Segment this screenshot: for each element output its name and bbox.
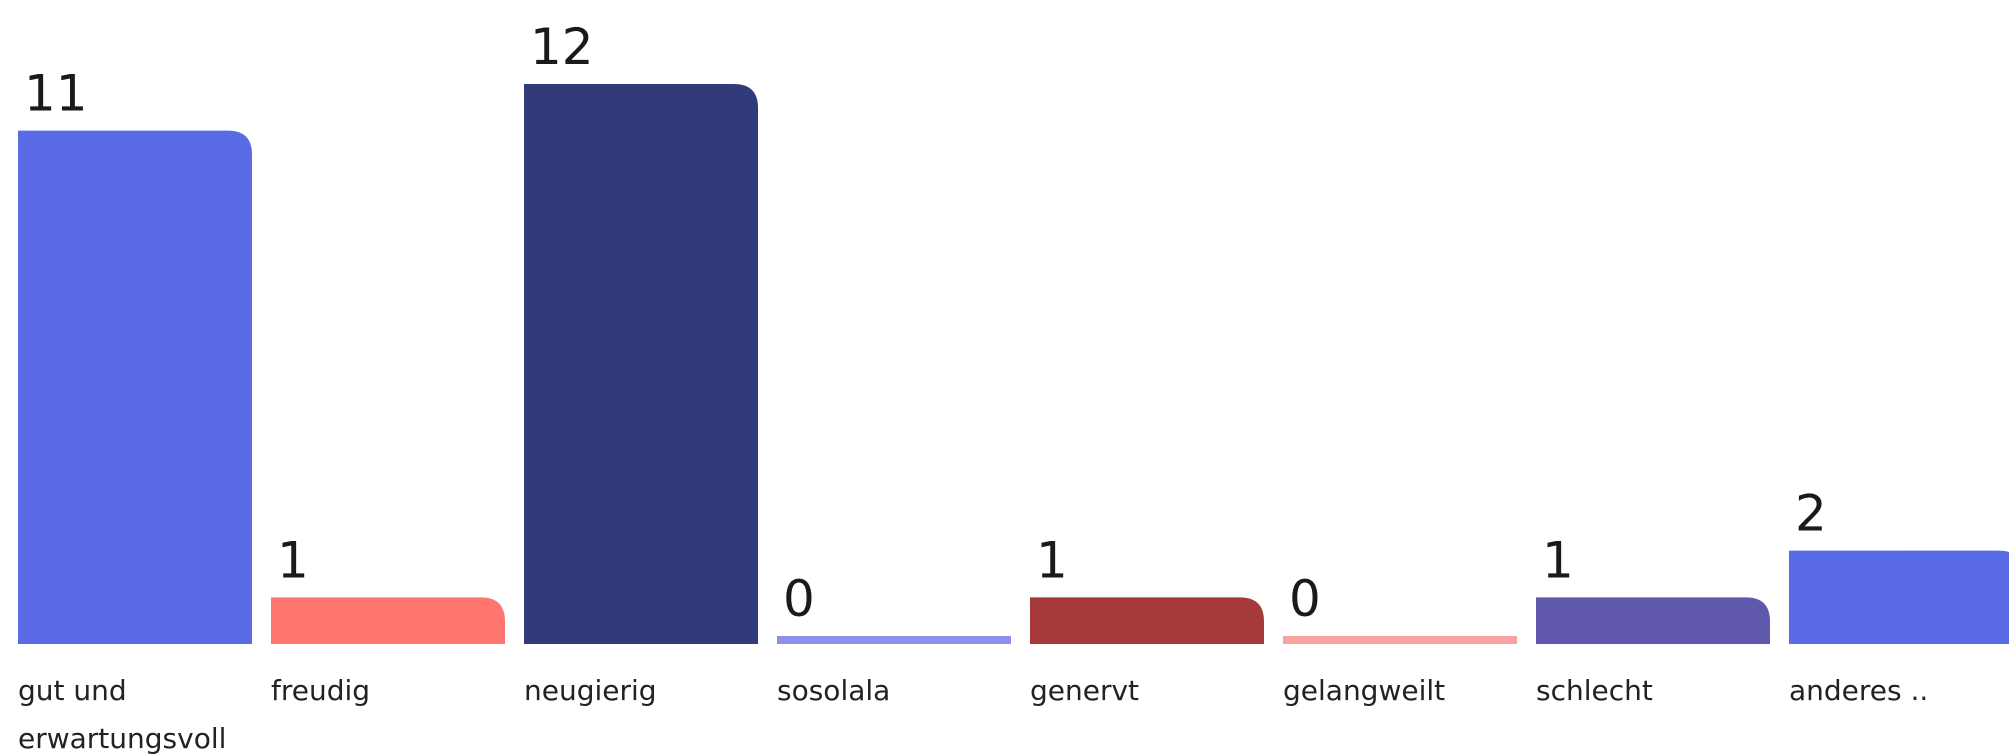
bar-0 [18,130,252,644]
category-label-2: neugierig [524,674,657,707]
value-label-0: 11 [24,65,88,123]
value-label-6: 1 [1542,531,1574,589]
bar-2 [524,84,758,644]
bar-5 [1283,636,1517,644]
value-label-2: 12 [530,18,594,76]
value-label-7: 2 [1795,485,1827,543]
bar-7 [1789,550,2009,644]
category-label-5: gelangweilt [1283,674,1445,707]
category-label-6: schlecht [1536,674,1653,707]
category-label-0-line-1: erwartungsvoll [18,722,226,755]
category-label-0-line-0: gut und [18,674,127,707]
category-label-1: freudig [271,674,370,707]
category-label-3: sosolala [777,674,890,707]
bar-3 [777,636,1011,644]
value-label-3: 0 [783,570,815,628]
bar-6 [1536,597,1770,644]
category-label-7: anderes .. [1789,674,1928,707]
value-label-1: 1 [277,531,309,589]
value-label-5: 0 [1289,570,1321,628]
value-label-4: 1 [1036,531,1068,589]
bar-4 [1030,597,1264,644]
category-label-4: genervt [1030,674,1139,707]
bar-1 [271,597,505,644]
